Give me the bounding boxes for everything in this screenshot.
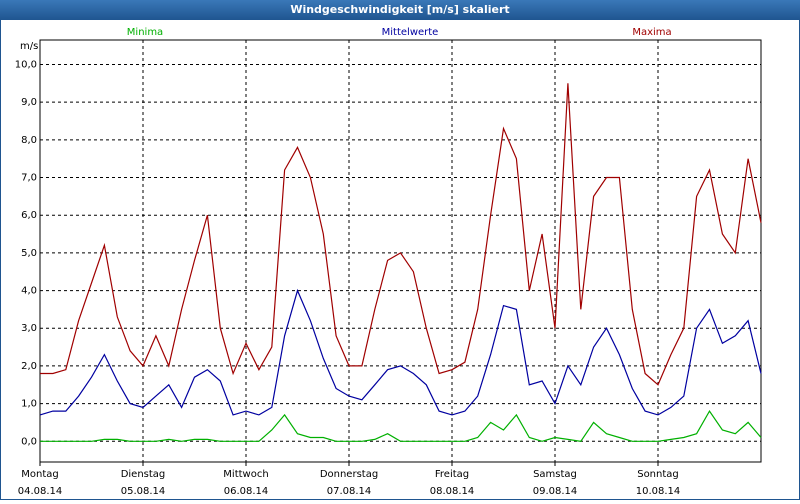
x-tick-label: Dienstag <box>121 469 166 480</box>
x-tick-label: 10.08.14 <box>636 486 681 497</box>
x-tick-label: Samstag <box>533 469 577 480</box>
y-tick-label: 5,0 <box>21 248 37 259</box>
x-tick-label: 09.08.14 <box>533 486 578 497</box>
y-axis-label: m/s <box>20 41 38 52</box>
y-tick-label: 2,0 <box>21 361 37 372</box>
x-tick-label: 05.08.14 <box>121 486 166 497</box>
chart-title: Windgeschwindigkeit [m/s] skaliert <box>290 3 509 16</box>
y-tick-label: 4,0 <box>21 286 37 297</box>
x-tick-label: Mittwoch <box>223 469 268 480</box>
y-tick-label: 1,0 <box>21 399 37 410</box>
y-tick-label: 9,0 <box>21 97 37 108</box>
x-tick-label: Donnerstag <box>320 469 378 480</box>
x-tick-label: 04.08.14 <box>18 486 63 497</box>
title-bar <box>0 0 800 20</box>
y-tick-label: 10,0 <box>15 59 37 70</box>
y-tick-label: 6,0 <box>21 210 37 221</box>
y-tick-label: 7,0 <box>21 173 37 184</box>
legend-entry: Mittelwerte <box>382 27 439 38</box>
x-tick-label: Freitag <box>435 469 469 480</box>
x-tick-label: 08.08.14 <box>430 486 475 497</box>
series-line <box>39 288 762 416</box>
series-line <box>40 409 762 442</box>
series-line <box>40 83 762 386</box>
legend-entry: Maxima <box>632 27 671 38</box>
y-tick-label: 3,0 <box>21 323 37 334</box>
x-tick-label: Montag <box>21 469 58 480</box>
legend-entry: Minima <box>127 27 163 38</box>
y-tick-label: 0,0 <box>21 436 37 447</box>
x-tick-label: Sonntag <box>637 469 679 480</box>
plot-frame <box>39 39 762 463</box>
y-tick-label: 8,0 <box>21 135 37 146</box>
x-tick-label: 06.08.14 <box>224 486 269 497</box>
x-tick-label: 07.08.14 <box>327 486 372 497</box>
